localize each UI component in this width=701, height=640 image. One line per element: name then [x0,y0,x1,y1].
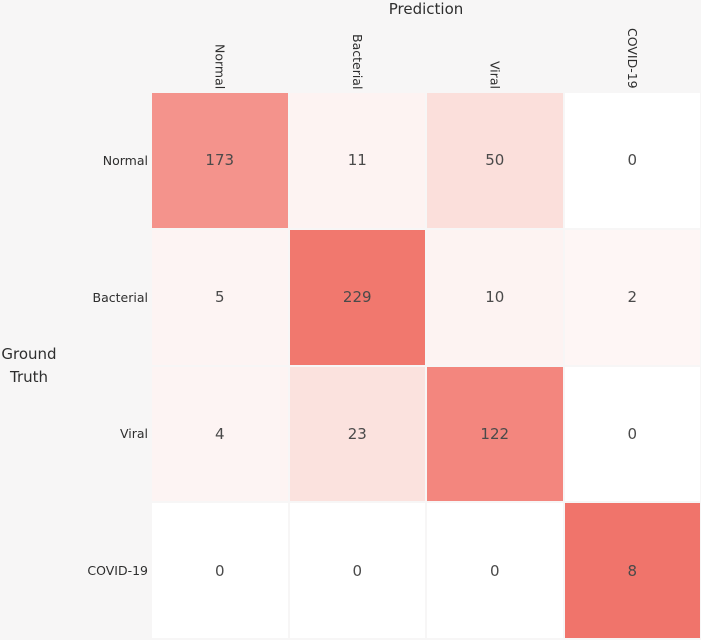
column-label-cell: Bacterial [290,18,426,92]
matrix-cell-r2c0: 4 [152,366,288,502]
column-labels: Normal Bacterial Viral COVID-19 [152,18,700,92]
row-label-viral: Viral [119,426,148,442]
confusion-matrix: 173 11 50 0 5 229 10 2 4 23 122 0 0 0 0 … [152,93,700,638]
matrix-cell-r1c2: 10 [427,229,563,365]
cell-value: 0 [627,151,638,170]
cell-value: 4 [214,424,225,443]
cell-value: 173 [205,151,235,170]
row-label-bacterial: Bacterial [92,289,148,305]
matrix-cell-r3c3: 8 [564,503,700,638]
cell-value: 10 [485,288,505,307]
row-label-cell: Bacterial [60,230,148,365]
cell-value: 8 [627,561,638,580]
row-label-normal: Normal [102,152,148,168]
cell-value: 50 [485,151,505,170]
column-label-cell: COVID-19 [565,18,701,92]
y-axis-title: Ground Truth [1,345,57,386]
row-labels: Normal Bacterial Viral COVID-19 [60,93,148,638]
cell-value: 0 [352,561,363,580]
cell-value: 0 [214,561,225,580]
matrix-cell-r1c0: 5 [152,229,288,365]
matrix-cell-r3c1: 0 [289,503,425,638]
cell-value: 0 [627,424,638,443]
cell-value: 122 [480,424,510,443]
cell-value: 11 [347,151,367,170]
cell-value: 2 [627,288,638,307]
row-label-cell: COVID-19 [60,503,148,638]
row-label-cell: Viral [60,367,148,502]
column-label-cell: Viral [427,18,563,92]
cell-value: 229 [342,288,372,307]
row-label-covid19: COVID-19 [87,563,148,579]
column-label-cell: Normal [152,18,288,92]
matrix-cell-r0c3: 0 [564,93,700,228]
matrix-cell-r1c3: 2 [564,229,700,365]
matrix-cell-r2c3: 0 [564,366,700,502]
cell-value: 5 [214,288,225,307]
cell-value: 0 [489,561,500,580]
column-label-viral: Viral [487,60,503,89]
matrix-cell-r2c2: 122 [427,366,563,502]
x-axis-title: Prediction [388,0,464,18]
matrix-cell-r0c2: 50 [427,93,563,228]
matrix-cell-r3c2: 0 [427,503,563,638]
matrix-cell-r0c0: 173 [152,93,288,228]
matrix-cell-r3c0: 0 [152,503,288,638]
column-label-covid19: COVID-19 [624,28,640,89]
column-label-bacterial: Bacterial [349,33,365,89]
column-label-normal: Normal [212,43,228,89]
row-label-cell: Normal [60,93,148,228]
cell-value: 23 [347,424,367,443]
matrix-cell-r1c1: 229 [289,229,425,365]
matrix-cell-r0c1: 11 [289,93,425,228]
matrix-cell-r2c1: 23 [289,366,425,502]
